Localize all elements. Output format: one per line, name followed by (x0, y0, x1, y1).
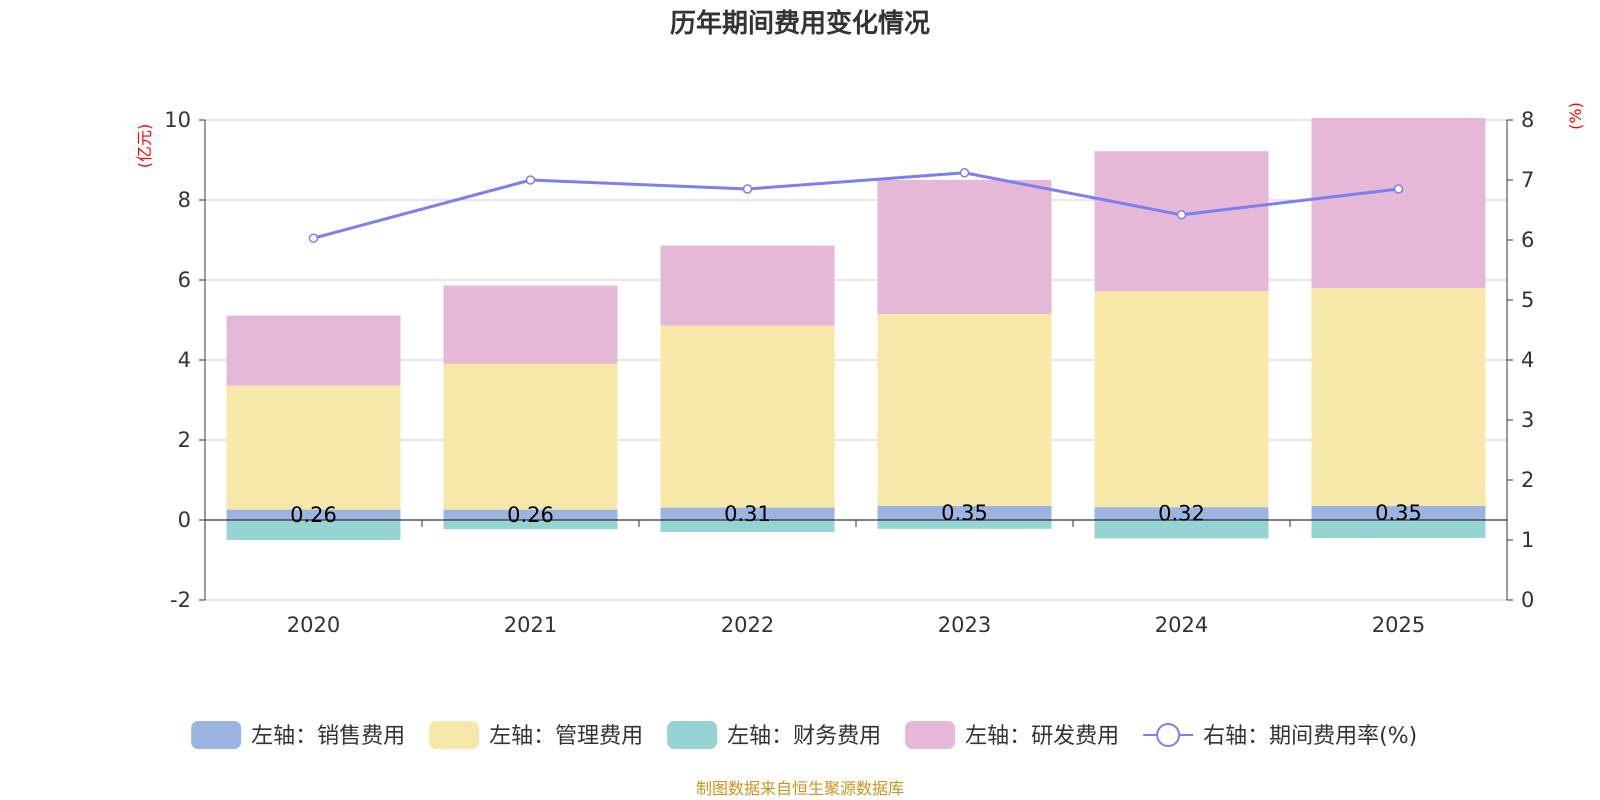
left-tick-label-6: 6 (178, 268, 191, 292)
left-tick-label-0: 0 (178, 508, 191, 532)
x-tick-label-2023: 2023 (938, 613, 991, 637)
bar-2-2023[interactable] (877, 520, 1052, 529)
bar-0-2021[interactable] (443, 509, 618, 520)
bar-layer (226, 118, 1486, 540)
rate-line (313, 171, 1399, 240)
bar-2-2021[interactable] (443, 520, 618, 530)
x-tick-label-2025: 2025 (1372, 613, 1425, 637)
bar-0-2024[interactable] (1094, 507, 1269, 520)
bar-1-2022[interactable] (660, 325, 835, 508)
left-tick-label-8: 8 (178, 188, 191, 212)
bar-1-2025[interactable] (1311, 288, 1486, 506)
bar-3-2025[interactable] (1311, 118, 1486, 288)
bar-1-2024[interactable] (1094, 291, 1269, 508)
rate-point-2025[interactable] (1393, 184, 1404, 194)
line-layer (308, 168, 1404, 243)
right-tick-label-1: 1 (1521, 528, 1534, 552)
right-tick-label-7: 7 (1521, 168, 1534, 192)
left-tick-label-2: 2 (178, 428, 191, 452)
left-tick-label--2: -2 (170, 588, 191, 612)
bar-0-2020[interactable] (226, 509, 401, 520)
bar-0-2023[interactable] (877, 506, 1052, 520)
axes: -2 0 2 4 6 8 10 0 1 2 3 4 5 6 7 8 2020 2021 2022 2023 2024 20… (164, 108, 1534, 637)
data-label-2025: 0.35 (1375, 501, 1422, 525)
x-tick-label-2022: 2022 (721, 613, 774, 637)
bar-3-2024[interactable] (1094, 151, 1269, 292)
legend-circle-icon[interactable] (1156, 723, 1181, 747)
bar-3-2020[interactable] (226, 315, 401, 386)
right-tick-label-0: 0 (1521, 588, 1534, 612)
source-note: 制图数据来自恒生聚源数据库 (696, 779, 904, 798)
left-axis-unit: (亿元) (135, 124, 154, 169)
left-tick-label-4: 4 (178, 348, 191, 372)
data-labels: 0.26 0.26 0.31 0.35 0.32 0.35 (290, 501, 1422, 527)
bar-0-2025[interactable] (1311, 506, 1486, 520)
data-label-2024: 0.32 (1158, 502, 1205, 526)
rate-point-2024[interactable] (1176, 210, 1187, 220)
x-tick-label-2024: 2024 (1155, 613, 1208, 637)
legend-swatch-0[interactable] (191, 721, 242, 749)
x-tick-label-2020: 2020 (287, 613, 340, 637)
bar-3-2021[interactable] (443, 285, 618, 364)
bar-1-2021[interactable] (443, 363, 618, 510)
bar-3-2023[interactable] (877, 180, 1052, 314)
rate-point-2021[interactable] (525, 175, 536, 185)
legend[interactable]: 左轴：销售费用 左轴：管理费用 左轴：财务费用 左轴：研发费用 右轴：期间费用率(%) (191, 721, 1417, 749)
bar-0-2022[interactable] (660, 507, 835, 520)
data-label-2020: 0.26 (290, 503, 337, 527)
data-label-2021: 0.26 (507, 503, 554, 527)
legend-label-3[interactable]: 左轴：研发费用 (965, 724, 1119, 749)
data-label-2022: 0.31 (724, 502, 771, 526)
rate-point-2023[interactable] (959, 168, 970, 178)
legend-label-4[interactable]: 右轴：期间费用率(%) (1203, 724, 1417, 749)
legend-label-2[interactable]: 左轴：财务费用 (727, 724, 881, 749)
right-tick-label-5: 5 (1521, 288, 1534, 312)
bar-2-2025[interactable] (1311, 520, 1486, 538)
right-axis-unit: (%) (1566, 102, 1585, 130)
legend-swatch-3[interactable] (905, 721, 956, 749)
legend-swatch-1[interactable] (429, 721, 480, 749)
bar-2-2024[interactable] (1094, 520, 1269, 539)
bar-2-2020[interactable] (226, 520, 401, 540)
chart-title: 历年期间费用变化情况 (670, 8, 930, 39)
bar-1-2020[interactable] (226, 385, 401, 510)
bar-3-2022[interactable] (660, 245, 835, 326)
data-label-2023: 0.35 (941, 501, 988, 525)
rate-point-2020[interactable] (308, 233, 319, 243)
legend-swatch-2[interactable] (667, 721, 718, 749)
right-tick-label-3: 3 (1521, 408, 1534, 432)
bar-1-2023[interactable] (877, 314, 1052, 506)
right-tick-label-2: 2 (1521, 468, 1534, 492)
right-tick-label-6: 6 (1521, 228, 1534, 252)
right-tick-label-8: 8 (1521, 108, 1534, 132)
right-tick-label-4: 4 (1521, 348, 1534, 372)
bar-2-2022[interactable] (660, 520, 835, 532)
left-tick-label-10: 10 (164, 108, 191, 132)
legend-label-0[interactable]: 左轴：销售费用 (251, 724, 405, 749)
legend-label-1[interactable]: 左轴：管理费用 (489, 724, 643, 749)
x-tick-label-2021: 2021 (504, 613, 557, 637)
rate-point-2022[interactable] (742, 184, 753, 194)
